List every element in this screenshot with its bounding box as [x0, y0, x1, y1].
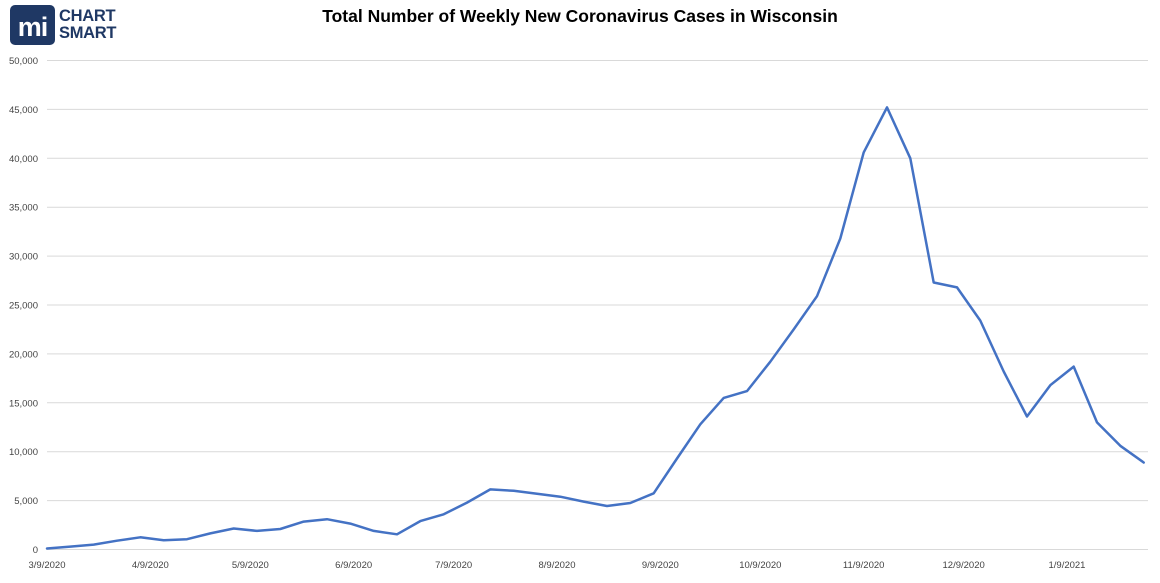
x-tick-label: 8/9/2020 [539, 560, 576, 571]
x-axis-labels: 3/9/2020 4/9/2020 5/9/2020 6/9/2020 7/9/2020… [29, 560, 1086, 571]
x-tick-label: 3/9/2020 [29, 560, 66, 571]
y-axis-labels: 0 5,000 10,000 15,000 20,000 25,000 30,000 35,0… [9, 56, 38, 556]
x-tick-label: 7/9/2020 [435, 560, 472, 571]
x-tick-label: 10/9/2020 [739, 560, 781, 571]
x-tick-label: 5/9/2020 [232, 560, 269, 571]
logo-wordmark: CHART SMART [59, 5, 116, 42]
y-tick-label: 20,000 [9, 349, 38, 360]
y-tick-label: 50,000 [9, 56, 38, 67]
y-tick-label: 40,000 [9, 154, 38, 165]
logo-mark: mi [17, 11, 48, 42]
logo-line2: SMART [59, 24, 117, 42]
logo-line1: CHART [59, 7, 116, 25]
gridlines [47, 60, 1148, 550]
x-tick-label: 1/9/2021 [1048, 560, 1085, 571]
chart-title: Total Number of Weekly New Coronavirus C… [322, 6, 838, 26]
y-tick-label: 15,000 [9, 398, 38, 409]
y-tick-label: 35,000 [9, 203, 38, 214]
weekly-cases-line [45, 106, 1145, 550]
logo-mark-box: mi [10, 5, 55, 45]
y-tick-label: 0 [33, 545, 38, 556]
x-tick-label: 6/9/2020 [335, 560, 372, 571]
y-tick-label: 5,000 [14, 496, 38, 507]
y-tick-label: 45,000 [9, 105, 38, 116]
x-tick-label: 4/9/2020 [132, 560, 169, 571]
chartsmart-logo: mi CHART SMART [10, 5, 116, 45]
y-tick-label: 10,000 [9, 447, 38, 458]
y-tick-label: 30,000 [9, 252, 38, 263]
x-tick-label: 12/9/2020 [943, 560, 985, 571]
x-tick-label: 11/9/2020 [843, 560, 885, 571]
x-tick-label: 9/9/2020 [642, 560, 679, 571]
y-tick-label: 25,000 [9, 301, 38, 312]
